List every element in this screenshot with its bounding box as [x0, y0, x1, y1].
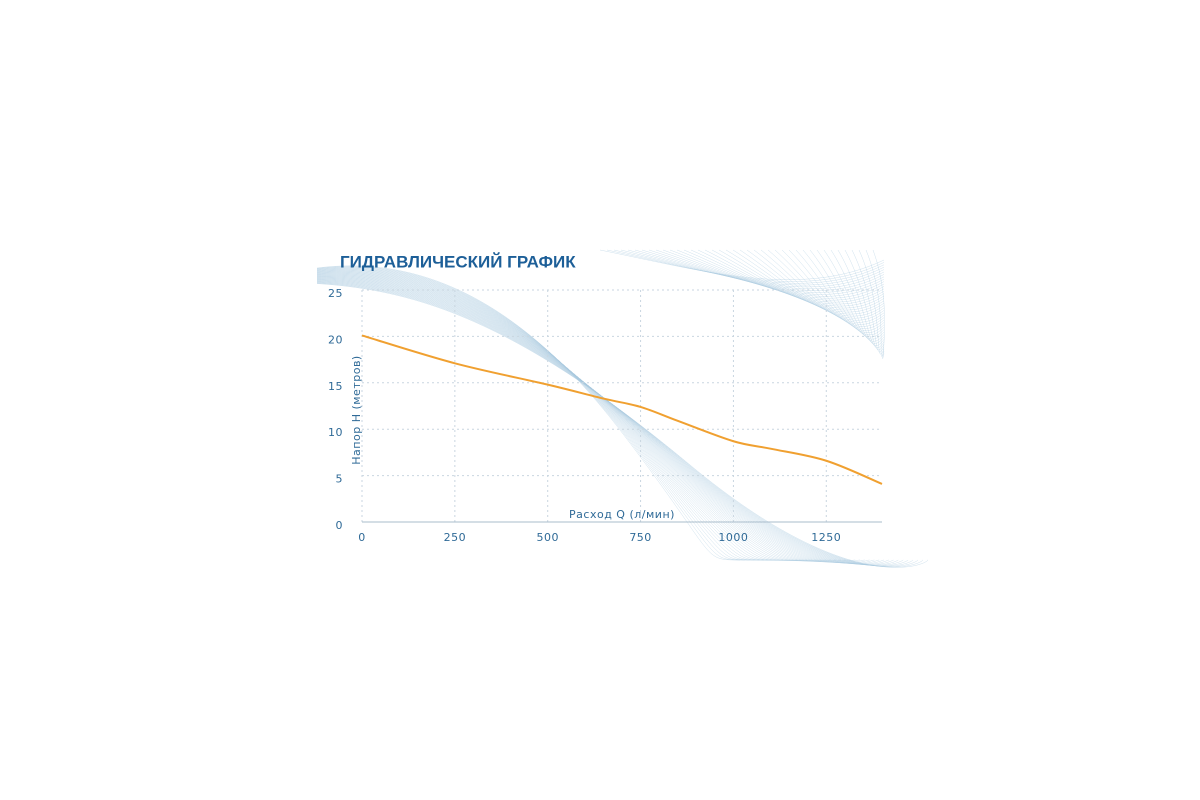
decor-line [746, 249, 885, 321]
decor-line [690, 249, 885, 305]
decor-line [316, 281, 909, 567]
x-tick-label: 1000 [718, 531, 748, 544]
decor-line [599, 249, 885, 280]
x-tick-label: 250 [444, 531, 467, 544]
x-tick-label: 0 [358, 531, 366, 544]
decor-line [316, 273, 817, 562]
decor-line [316, 266, 750, 561]
decor-line [316, 270, 789, 561]
decor-line [316, 272, 808, 561]
background-waves [316, 249, 928, 568]
decor-line [865, 249, 885, 357]
decor-line [316, 283, 928, 568]
y-tick-label: 5 [336, 473, 344, 486]
decor-line [316, 278, 865, 564]
decor-line [739, 249, 885, 319]
decor-line [802, 249, 885, 338]
decor-line [316, 265, 741, 561]
y-tick-label: 0 [336, 519, 344, 532]
decor-line [613, 249, 885, 284]
x-tick-label: 1250 [811, 531, 841, 544]
decor-line [316, 267, 755, 561]
y-tick-label: 20 [328, 333, 343, 346]
decor-line [774, 249, 885, 329]
decor-line [316, 276, 851, 563]
y-tick-label: 25 [328, 287, 343, 300]
decor-line [316, 268, 769, 561]
decor-line [725, 249, 885, 315]
decor-line [788, 249, 885, 333]
decor-line [634, 249, 885, 289]
decor-line [641, 249, 885, 291]
decor-line [316, 273, 813, 562]
decor-line [316, 266, 745, 561]
y-tick-label: 10 [328, 426, 343, 439]
y-axis-label: Напор Н (метров) [350, 355, 363, 464]
decor-line [316, 268, 765, 561]
decor-line [781, 249, 885, 331]
decor-line [316, 279, 880, 565]
chart-title: ГИДРАВЛИЧЕСКИЙ ГРАФИК [340, 252, 576, 271]
x-tick-label: 500 [536, 531, 559, 544]
decor-line [760, 249, 885, 325]
decor-line [316, 269, 774, 561]
decor-line [316, 282, 923, 568]
decor-line [316, 276, 846, 563]
decor-line [872, 249, 885, 359]
x-tick-label: 750 [629, 531, 652, 544]
decor-line [676, 249, 885, 301]
decor-line [767, 249, 885, 327]
decor-line [851, 249, 885, 353]
decor-line [316, 280, 899, 566]
decor-line [627, 249, 885, 288]
decor-line [316, 271, 793, 561]
decor-line [837, 249, 885, 348]
decor-line [316, 276, 841, 563]
decor-line [316, 267, 760, 561]
decor-line [316, 269, 779, 561]
decor-line [316, 270, 784, 561]
decor-line [316, 281, 904, 566]
decor-line [316, 282, 918, 567]
decor-line [316, 274, 822, 562]
y-tick-label: 15 [328, 380, 343, 393]
decor-line [316, 275, 832, 562]
decor-line [316, 274, 827, 562]
x-axis-label: Расход Q (л/мин) [569, 508, 675, 521]
data-line [361, 334, 883, 485]
decor-line [316, 272, 803, 561]
decor-line [316, 271, 798, 561]
decor-line [753, 249, 885, 323]
decor-line [316, 282, 914, 567]
decor-line [316, 275, 837, 562]
